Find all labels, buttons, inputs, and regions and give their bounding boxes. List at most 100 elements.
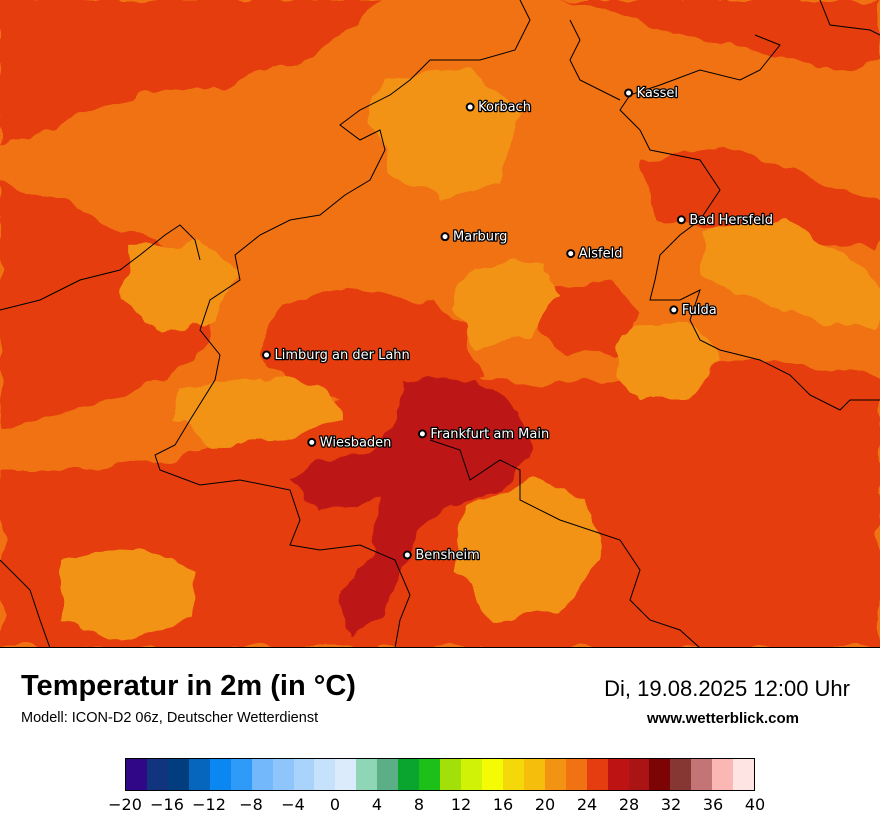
colorbar-swatch xyxy=(335,759,357,790)
city-marker: Marburg xyxy=(440,228,509,246)
colorbar-swatch xyxy=(146,759,168,790)
colorbar-swatch xyxy=(523,759,545,790)
colorbar-swatch xyxy=(356,759,378,790)
colorbar-swatch xyxy=(230,759,252,790)
colorbar-swatch xyxy=(419,759,441,790)
field-cool-pfalz xyxy=(60,545,200,640)
border-ne-inner xyxy=(569,19,621,101)
city-dot xyxy=(262,350,272,360)
colorbar-swatch xyxy=(481,759,503,790)
field-cool-odenwald xyxy=(455,480,600,620)
colorbar-swatch xyxy=(565,759,587,790)
border-southeast xyxy=(429,439,700,647)
colorbar-tick-label: −12 xyxy=(192,795,226,814)
field-cool-vogelsberg xyxy=(455,260,560,345)
field-cool-westerwald xyxy=(120,240,240,330)
city-dot xyxy=(624,88,634,98)
city-marker: Korbach xyxy=(465,99,532,116)
colorbar-tick-label: −20 xyxy=(108,795,142,814)
field-cool-taunus xyxy=(175,375,340,445)
colorbar-tick-label: 16 xyxy=(492,795,514,814)
colorbar-tick-label: −8 xyxy=(239,795,263,814)
colorbar-swatch xyxy=(544,759,566,790)
colorbar-swatch xyxy=(712,759,734,790)
field-warm-northeast xyxy=(560,0,880,70)
colorbar-ticks: −20 −16 −12 −8 −4 0 4 8 12 16 20 24 28 32 36 40 xyxy=(108,792,765,822)
city-marker: Fulda xyxy=(669,302,718,319)
colorbar-swatch xyxy=(607,759,629,790)
colorbar-swatch xyxy=(251,759,273,790)
city-marker: Kassel xyxy=(624,85,679,102)
colorbar-swatch xyxy=(126,759,147,790)
map-canvas: Kassel Korbach Bad Hersfeld Marburg Alsfeld F… xyxy=(0,0,880,647)
colorbar-tick-label: −16 xyxy=(150,795,184,814)
colorbar-swatch xyxy=(272,759,294,790)
city-marker: Limburg an der Lahn xyxy=(262,347,411,364)
field-cool-rhoen xyxy=(615,320,720,400)
colorbar-swatch xyxy=(628,759,650,790)
city-label: Bad Hersfeld xyxy=(689,213,773,228)
city-dot xyxy=(465,102,475,112)
temperature-map: Kassel Korbach Bad Hersfeld Marburg Alsfeld F… xyxy=(0,0,880,648)
colorbar-swatch xyxy=(188,759,210,790)
city-label: Frankfurt am Main xyxy=(430,427,549,442)
colorbar-tick-label: 4 xyxy=(371,795,383,814)
colorbar-tick-label: 8 xyxy=(413,795,425,814)
city-label: Bensheim xyxy=(415,548,479,563)
colorbar-swatch xyxy=(167,759,189,790)
colorbar-swatch xyxy=(691,759,713,790)
colorbar-swatch xyxy=(398,759,420,790)
colorbar-swatch xyxy=(670,759,692,790)
city-label: Wiesbaden xyxy=(320,435,392,450)
city-label: Limburg an der Lahn xyxy=(275,348,410,363)
city-dot xyxy=(307,437,317,447)
city-dot xyxy=(566,249,576,259)
colorbar-tick-label: 0 xyxy=(329,795,341,814)
colorbar-swatch xyxy=(461,759,482,790)
colorbar-tick-label: 24 xyxy=(576,795,598,814)
field-hot-rhinemain xyxy=(290,380,530,640)
city-dot xyxy=(440,232,450,242)
city-marker: Bensheim xyxy=(402,547,481,564)
city-dot xyxy=(676,215,686,225)
city-marker: Frankfurt am Main xyxy=(417,426,550,443)
field-warm-west xyxy=(0,180,220,430)
field-warm-northwest xyxy=(0,0,380,150)
colorbar-swatch xyxy=(733,759,755,790)
colorbar-tick-label: 32 xyxy=(660,795,682,814)
model-source: Modell: ICON-D2 06z, Deutscher Wetterdie… xyxy=(21,710,319,726)
city-label: Alsfeld xyxy=(579,247,623,262)
border-north xyxy=(154,0,531,647)
colorbar-swatch xyxy=(649,759,671,790)
city-dot xyxy=(669,305,679,315)
city-label: Fulda xyxy=(682,303,717,318)
colorbar-tick-label: 28 xyxy=(618,795,640,814)
field-cool-hills-north xyxy=(370,70,520,200)
colorbar-swatch xyxy=(293,759,315,790)
colorbar-legend xyxy=(125,758,755,791)
colorbar-swatch xyxy=(502,759,524,790)
border-sw-edge xyxy=(0,559,51,647)
city-dot xyxy=(402,550,412,560)
state-borders xyxy=(0,0,880,647)
city-markers: Kassel Korbach Bad Hersfeld Marburg Alsfeld F… xyxy=(262,85,774,564)
colorbar-swatch xyxy=(377,759,399,790)
forecast-datetime: Di, 19.08.2025 12:00 Uhr xyxy=(604,676,850,701)
colorbar-swatch xyxy=(209,759,231,790)
colorbar-tick-label: 12 xyxy=(450,795,472,814)
city-label: Kassel xyxy=(637,86,678,101)
city-label: Marburg xyxy=(453,230,507,245)
border-east xyxy=(619,0,880,411)
temperature-field xyxy=(0,0,880,647)
colorbar-tick-label: 20 xyxy=(534,795,556,814)
website-link[interactable]: www.wetterblick.com xyxy=(647,710,799,727)
colorbar-tick-label: 36 xyxy=(702,795,724,814)
colorbar-swatch xyxy=(586,759,608,790)
colorbar-tick-label: −4 xyxy=(281,795,305,814)
city-dot xyxy=(417,429,427,439)
border-southwest xyxy=(0,224,201,311)
colorbar-tick-label: 40 xyxy=(744,795,766,814)
field-warm-fulda xyxy=(540,280,640,355)
field-cool-east xyxy=(700,220,880,330)
map-title: Temperatur in 2m (in °C) xyxy=(21,670,356,702)
